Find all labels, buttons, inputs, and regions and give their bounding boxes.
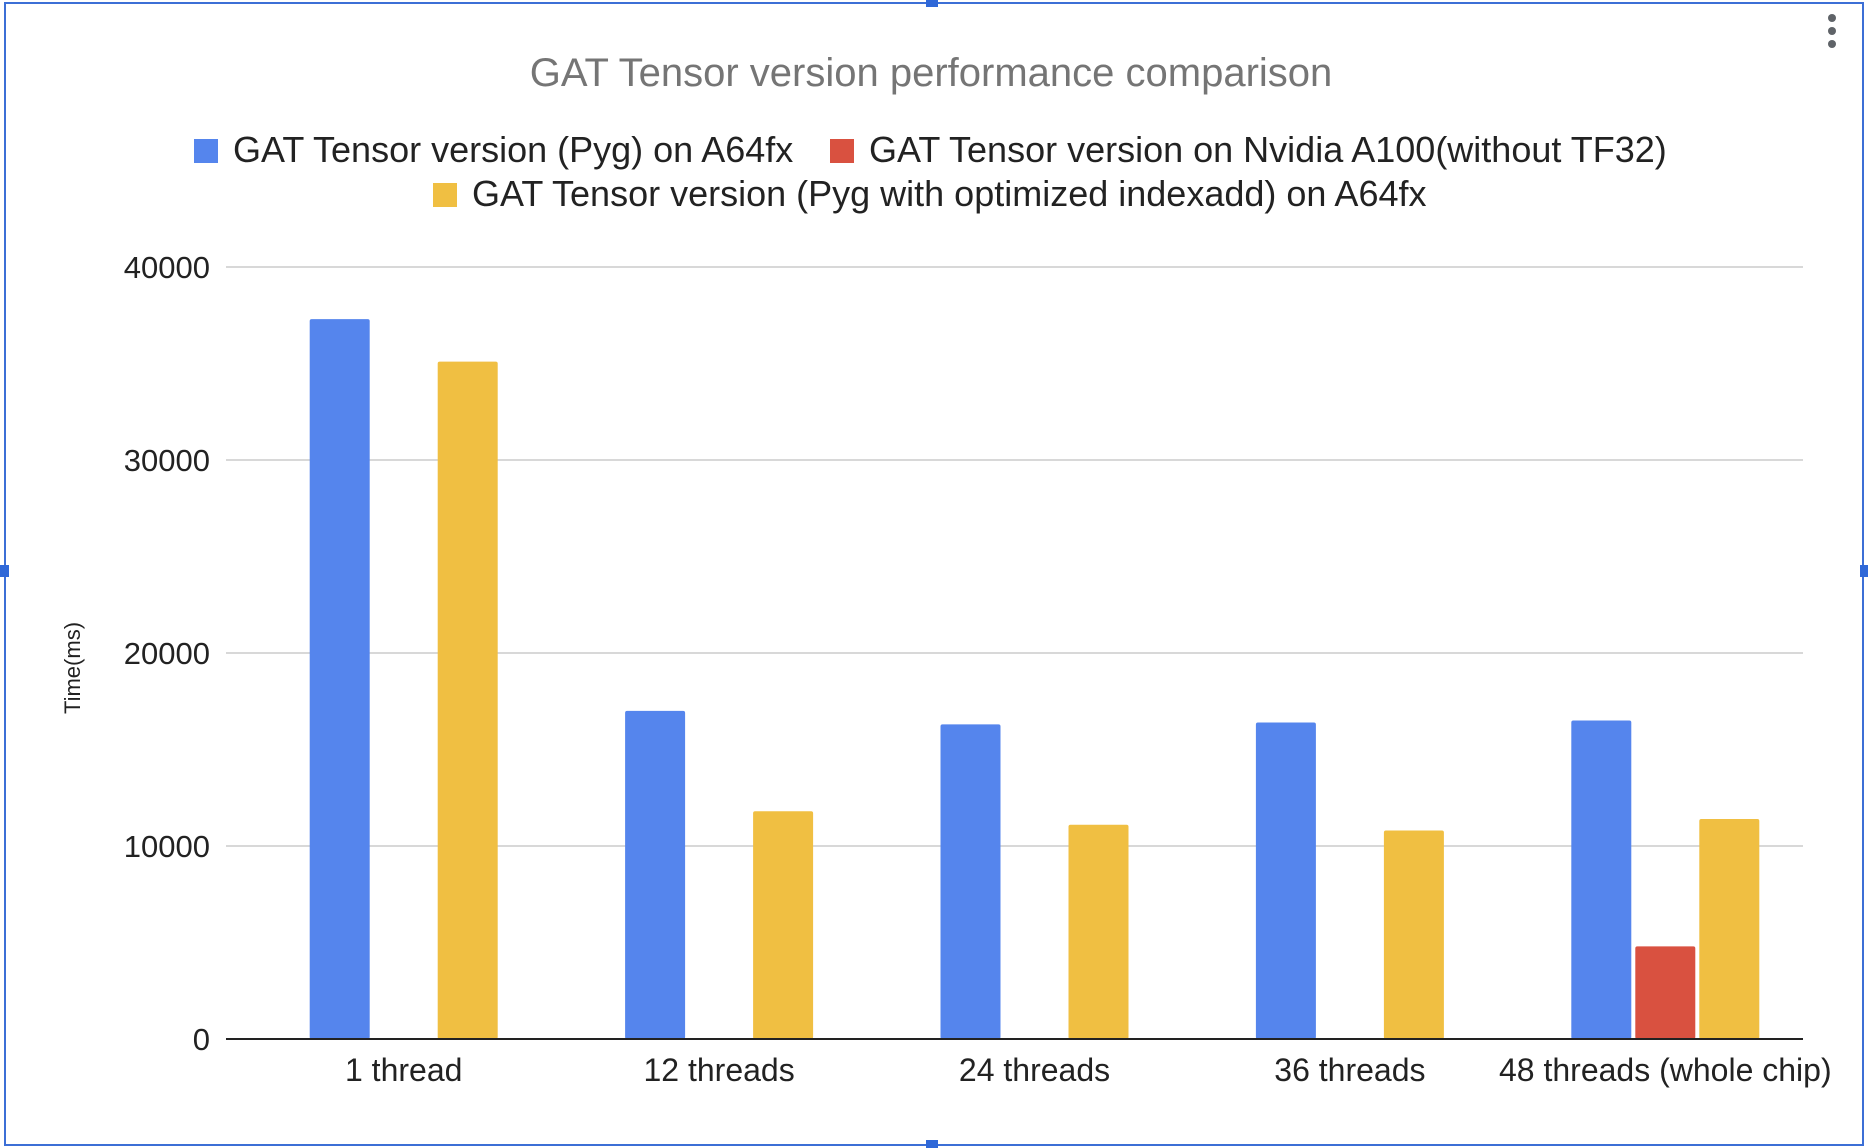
legend-label-0: GAT Tensor version (Pyg) on A64fx bbox=[233, 129, 793, 170]
legend-swatch-1 bbox=[830, 139, 854, 163]
bar-36-threads-series-0[interactable] bbox=[1255, 722, 1316, 1039]
handle-bottom[interactable] bbox=[926, 1140, 938, 1148]
x-tick-labels: 1 thread 12 threads 24 threads 36 threads 48… bbox=[345, 1052, 1832, 1088]
bar-48-threads-whole-chip--series-0[interactable] bbox=[1571, 720, 1632, 1039]
bar-12-threads-series-0[interactable] bbox=[625, 710, 686, 1039]
bar-1-thread-series-2[interactable] bbox=[437, 361, 498, 1039]
bar-12-threads-series-2[interactable] bbox=[753, 811, 814, 1039]
y-tick-label: 0 bbox=[193, 1022, 210, 1057]
x-tick-label: 36 threads bbox=[1274, 1052, 1425, 1088]
bar-24-threads-series-2[interactable] bbox=[1068, 824, 1129, 1039]
y-tick-label: 40000 bbox=[124, 250, 210, 285]
handle-left[interactable] bbox=[0, 565, 9, 577]
bar-48-threads-whole-chip--series-2[interactable] bbox=[1699, 818, 1760, 1039]
y-tick-label: 20000 bbox=[124, 636, 210, 671]
bar-24-threads-series-0[interactable] bbox=[940, 724, 1001, 1039]
legend: GAT Tensor version (Pyg) on A64fx GAT Te… bbox=[194, 129, 1667, 214]
bar-1-thread-series-0[interactable] bbox=[309, 319, 370, 1039]
handle-right[interactable] bbox=[1860, 565, 1868, 577]
chart-title: GAT Tensor version performance compariso… bbox=[530, 51, 1333, 95]
y-tick-labels: 0 10000 20000 30000 40000 bbox=[124, 250, 210, 1057]
x-tick-label: 1 thread bbox=[345, 1052, 462, 1088]
legend-label-1: GAT Tensor version on Nvidia A100(withou… bbox=[869, 129, 1667, 170]
y-axis-title: Time(ms) bbox=[60, 622, 85, 714]
x-tick-label: 48 threads (whole chip) bbox=[1499, 1052, 1832, 1088]
bar-48-threads-whole-chip--series-1[interactable] bbox=[1635, 946, 1696, 1039]
legend-swatch-0 bbox=[194, 139, 218, 163]
x-tick-label: 24 threads bbox=[959, 1052, 1110, 1088]
legend-label-2: GAT Tensor version (Pyg with optimized i… bbox=[472, 173, 1427, 214]
bars bbox=[309, 319, 1760, 1039]
vertical-dots-icon[interactable] bbox=[1828, 14, 1836, 48]
y-tick-label: 10000 bbox=[124, 829, 210, 864]
x-tick-label: 12 threads bbox=[643, 1052, 794, 1088]
legend-swatch-2 bbox=[433, 183, 457, 207]
handle-top[interactable] bbox=[926, 0, 938, 7]
bar-36-threads-series-2[interactable] bbox=[1383, 830, 1444, 1039]
y-tick-label: 30000 bbox=[124, 443, 210, 478]
